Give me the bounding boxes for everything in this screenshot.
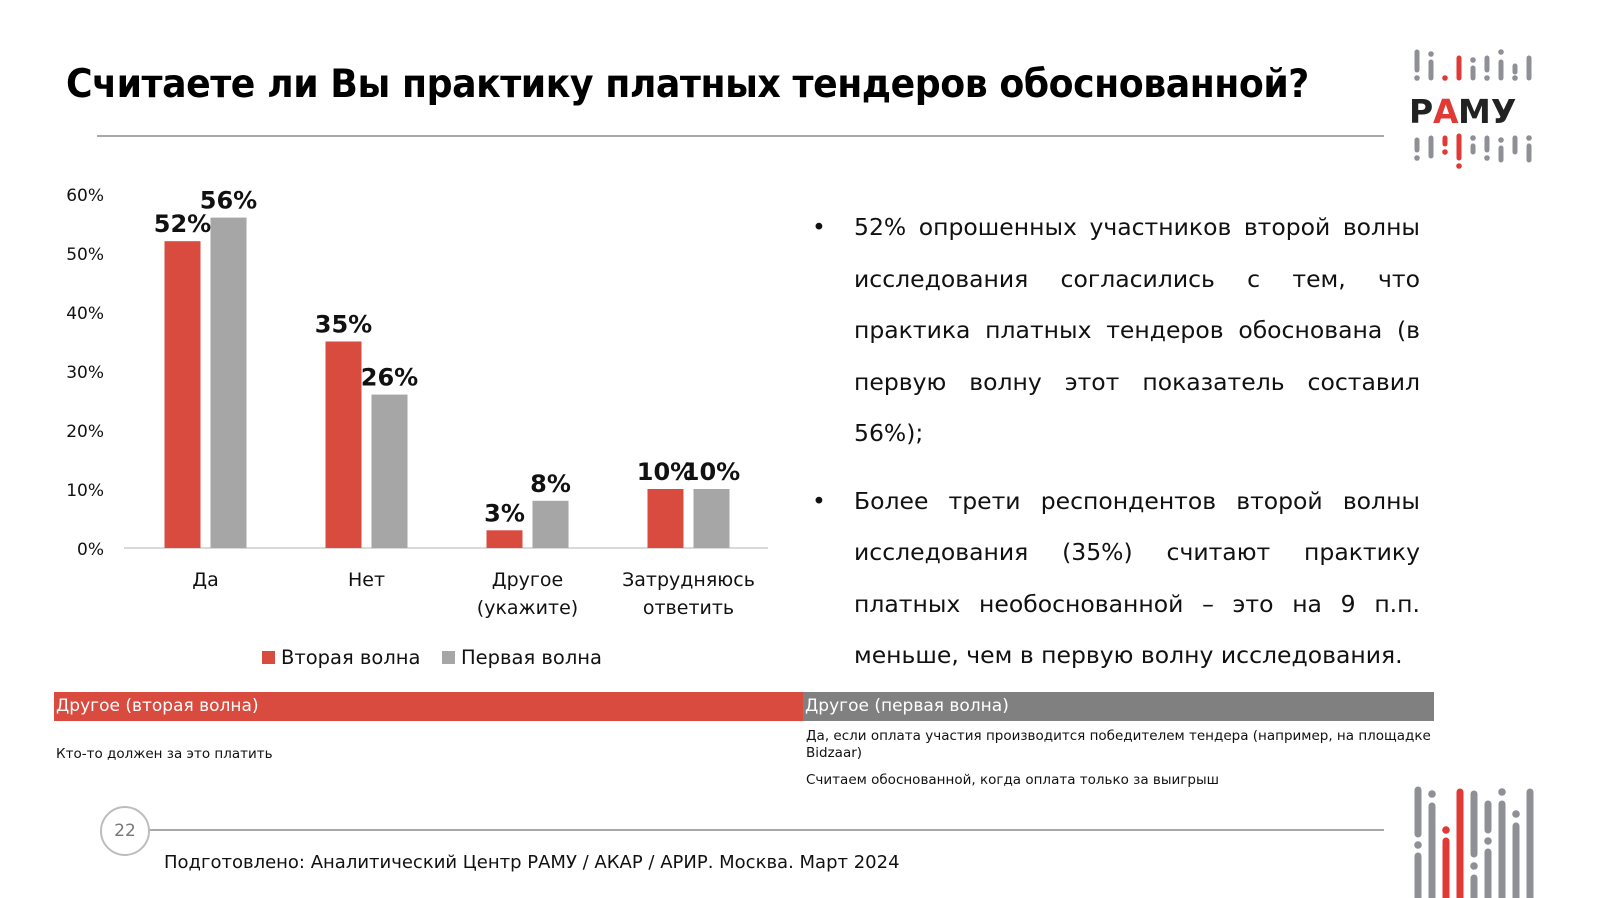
y-tick-label: 20% [66, 422, 104, 442]
bar-second-wave [647, 489, 684, 548]
svg-text:Р: Р [1409, 92, 1433, 131]
bar-first-wave [693, 489, 730, 548]
bar-value-label: 26% [361, 364, 418, 392]
x-tick-label: (укажите) [477, 597, 578, 619]
other-second-wave-header: Другое (вторая волна) [54, 692, 803, 721]
decor-dot [1512, 810, 1520, 818]
logo-dot [1442, 75, 1448, 81]
other-first-wave-header: Другое (первая волна) [803, 692, 1434, 721]
y-tick-label: 0% [77, 540, 104, 560]
other-first-item: Да, если оплата участия производится поб… [806, 728, 1431, 761]
x-tick-label: Да [192, 569, 219, 591]
other-second-item: Кто-то должен за это платить [56, 746, 273, 762]
bar-chart: 0% 10% 20% 30% 40% 50% 60% 52%56% 35% 26% 3%8% 10%… [66, 186, 768, 669]
y-tick-label: 40% [66, 304, 104, 324]
bar-value-label: 3% [484, 499, 525, 527]
logo-dot [1498, 49, 1504, 55]
logo-dot [1456, 163, 1462, 169]
legend-label: Первая волна [461, 646, 602, 669]
x-tick-label: Другое [492, 569, 563, 591]
logo-dot [1470, 57, 1476, 63]
logo-dot [1414, 75, 1420, 81]
logo-dot [1484, 75, 1490, 81]
x-tick-label: Нет [348, 569, 385, 591]
bullet-item: Более трети респондентов второй волны ис… [808, 476, 1420, 682]
ramu-logo: Р А МУ [1409, 49, 1532, 169]
bar-value-label: 56% [200, 187, 257, 215]
ramu-logo-bars-decoration [1414, 786, 1534, 898]
page-number: 22 [100, 806, 150, 856]
x-tick-label: Затрудняюсь [622, 569, 755, 591]
svg-text:МУ: МУ [1458, 92, 1516, 131]
decor-dot [1484, 837, 1492, 845]
footer-credit: Подготовлено: Аналитический Центр РАМУ /… [164, 852, 900, 873]
decor-dot [1428, 790, 1436, 798]
summary-bullets: 52% опрошенных участников второй волны и… [808, 202, 1420, 698]
decor-dot [1470, 862, 1478, 870]
logo-dot [1470, 135, 1476, 141]
footer-divider [149, 829, 1384, 831]
y-tick-label: 10% [66, 481, 104, 501]
bar-second-wave [486, 530, 523, 548]
bar-value-label: 10% [637, 458, 694, 486]
bar-first-wave [532, 500, 569, 548]
title-divider [97, 135, 1384, 137]
logo-dot [1442, 149, 1448, 155]
logo-dot [1484, 155, 1490, 161]
svg-text:А: А [1433, 92, 1459, 131]
logo-dot [1526, 135, 1532, 141]
decor-dot [1442, 826, 1450, 834]
legend-swatch [442, 651, 455, 664]
page-title: Считаете ли Вы практику платных тендеров… [66, 62, 1309, 107]
decor-dot [1498, 788, 1506, 796]
y-tick-label: 50% [66, 245, 104, 265]
bullet-item: 52% опрошенных участников второй волны и… [808, 202, 1420, 460]
decor-dot [1414, 841, 1422, 849]
bar-second-wave [325, 341, 362, 548]
other-first-item: Считаем обоснованной, когда оплата тольк… [806, 772, 1219, 788]
bar-value-label: 52% [154, 210, 211, 238]
bar-value-label: 10% [683, 458, 740, 486]
bar-first-wave [210, 217, 247, 548]
logo-dot [1428, 51, 1434, 57]
legend-label: Вторая волна [281, 646, 421, 669]
bar-first-wave [371, 394, 408, 548]
x-tick-label: ответить [643, 597, 734, 619]
y-tick-label: 60% [66, 186, 104, 206]
logo-dot [1498, 137, 1504, 143]
logo-bottom-bars [1414, 133, 1532, 169]
y-tick-label: 30% [66, 363, 104, 383]
legend-swatch [262, 651, 275, 664]
logo-dot [1512, 75, 1518, 81]
bar-value-label: 35% [315, 311, 372, 339]
logo-top-bars [1414, 49, 1532, 81]
logo-dot [1414, 155, 1420, 161]
bar-value-label: 8% [530, 470, 571, 498]
bar-second-wave [164, 241, 201, 548]
